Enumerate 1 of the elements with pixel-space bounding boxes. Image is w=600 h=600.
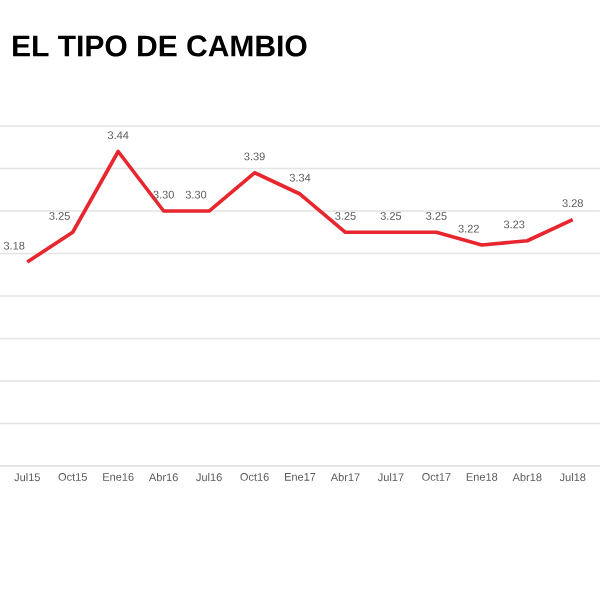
chart-title: EL TIPO DE CAMBIO (13, 35, 307, 57)
